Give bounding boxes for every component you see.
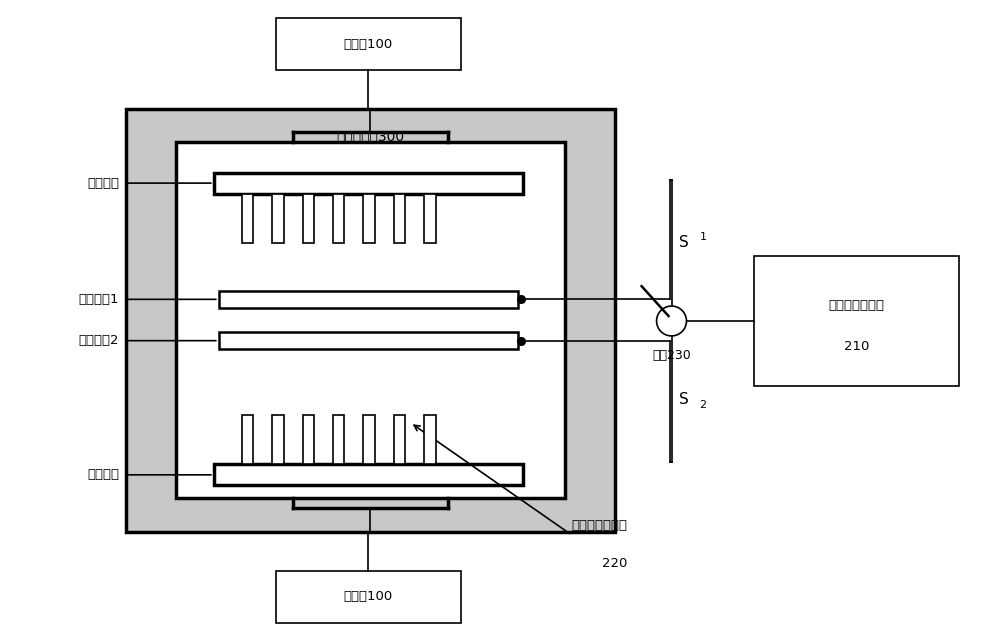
Bar (424, 194, 436, 244)
Bar (126, 109, 615, 532)
Bar (754, 256, 959, 386)
Text: 敏感质量块300: 敏感质量块300 (336, 129, 404, 143)
Bar (219, 332, 518, 349)
Text: 2: 2 (699, 399, 707, 410)
Text: 220: 220 (602, 557, 627, 570)
Bar (176, 142, 565, 498)
Text: 谐振器100: 谐振器100 (344, 38, 393, 51)
Bar (214, 172, 523, 194)
Text: 静电力加载装置: 静电力加载装置 (572, 519, 628, 532)
Text: S: S (680, 392, 689, 407)
Text: 1: 1 (699, 232, 706, 242)
Bar (276, 19, 461, 70)
Circle shape (657, 306, 686, 336)
Bar (242, 415, 253, 464)
Bar (272, 415, 284, 464)
Bar (303, 415, 314, 464)
Text: 定齿电杗2: 定齿电杗2 (79, 334, 119, 347)
Bar (242, 194, 253, 244)
Bar (214, 464, 523, 485)
Bar (424, 415, 436, 464)
Text: 谐振器100: 谐振器100 (344, 590, 393, 603)
Bar (394, 194, 405, 244)
Text: S: S (680, 235, 689, 250)
Text: 开关230: 开关230 (652, 349, 691, 362)
Bar (333, 415, 344, 464)
Bar (333, 194, 344, 244)
Bar (272, 194, 284, 244)
Bar (394, 415, 405, 464)
Bar (219, 290, 518, 308)
Bar (363, 194, 375, 244)
Text: 动齿电极: 动齿电极 (87, 177, 119, 190)
Bar (303, 194, 314, 244)
Text: 定齿电杗1: 定齿电杗1 (79, 293, 119, 306)
Bar (276, 571, 461, 622)
Text: 静电力调控模块: 静电力调控模块 (829, 299, 885, 312)
Text: 动齿电极: 动齿电极 (87, 469, 119, 481)
Bar (363, 415, 375, 464)
Text: 210: 210 (844, 340, 869, 353)
